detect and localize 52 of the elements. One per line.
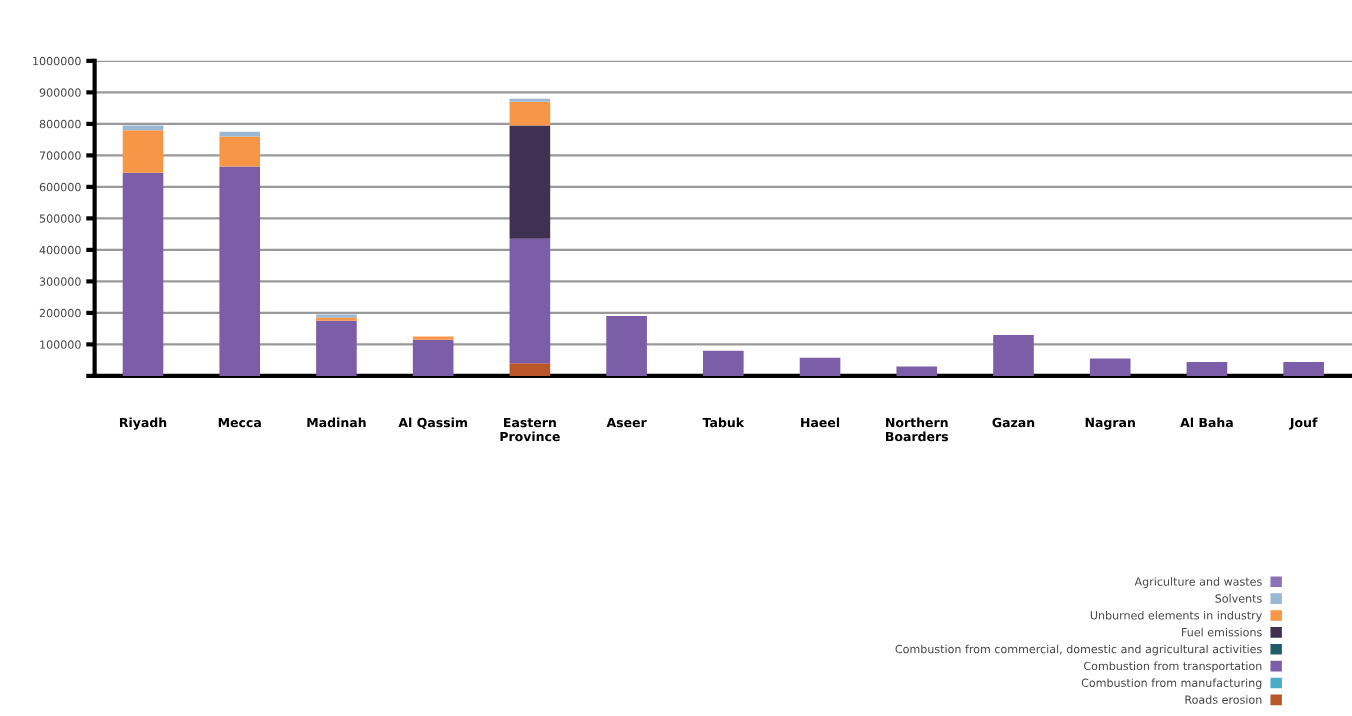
bar bbox=[606, 316, 647, 376]
x-tick-label: Gazan bbox=[992, 417, 1035, 428]
x-tick-label: Northern Boarders bbox=[886, 417, 949, 442]
bar bbox=[1089, 358, 1131, 376]
bar bbox=[799, 357, 841, 376]
bar bbox=[509, 238, 551, 364]
bar bbox=[219, 166, 261, 376]
legend-label: Fuel emissions bbox=[1182, 627, 1262, 637]
x-tick-label: Tabuk bbox=[702, 417, 745, 428]
bar bbox=[412, 336, 454, 340]
y-tick-label: 200000 bbox=[39, 308, 81, 318]
bar bbox=[412, 339, 454, 376]
legend-label: Unburned elements in industry bbox=[1090, 610, 1262, 622]
bar bbox=[509, 101, 551, 126]
legend-label: Roads erosion bbox=[1185, 695, 1262, 704]
y-tick-label: 700000 bbox=[39, 151, 81, 160]
y-tick-label: 900000 bbox=[39, 88, 81, 97]
bar bbox=[509, 98, 551, 102]
bar bbox=[896, 366, 938, 376]
y-tick-label: 400000 bbox=[39, 245, 81, 255]
bar bbox=[703, 350, 744, 376]
bar bbox=[993, 334, 1034, 376]
x-tick-label: Riyadh bbox=[119, 417, 167, 430]
legend-label: Combustion from commercial, domestic and agricultural activities bbox=[895, 644, 1262, 656]
x-tick-label: Al Baha bbox=[1180, 417, 1233, 428]
bar bbox=[122, 130, 164, 173]
legend-label: Solvents bbox=[1215, 594, 1262, 603]
x-tick-label: Aseer bbox=[606, 417, 647, 428]
x-tick-label: Haeel bbox=[801, 417, 840, 428]
y-tick-label: 500000 bbox=[39, 214, 81, 223]
x-tick-label: Al Qassim bbox=[398, 417, 467, 429]
bar bbox=[509, 125, 551, 239]
x-tick-label: Eastern Province bbox=[500, 417, 560, 442]
x-tick-label: Madinah bbox=[307, 417, 366, 428]
legend-label: Agriculture and wastes bbox=[1134, 577, 1262, 588]
y-tick-label: 800000 bbox=[39, 119, 81, 129]
bar bbox=[1186, 362, 1228, 376]
y-tick-label: 300000 bbox=[39, 277, 81, 286]
legend-label: Combustion from manufacturing bbox=[1081, 678, 1262, 690]
bar bbox=[122, 125, 164, 131]
legend-label: Combustion from transportation bbox=[1084, 661, 1262, 673]
bar bbox=[316, 320, 357, 376]
y-tick-label: 1000000 bbox=[33, 56, 81, 66]
bar bbox=[122, 172, 164, 376]
x-tick-label: Mecca bbox=[218, 417, 261, 428]
bar bbox=[219, 136, 261, 167]
y-tick-label: 600000 bbox=[39, 182, 81, 192]
x-tick-label: Jouf bbox=[1289, 417, 1318, 430]
x-tick-label: Nagran bbox=[1085, 417, 1135, 430]
bar bbox=[1283, 362, 1324, 376]
y-tick-label: 100000 bbox=[40, 340, 81, 349]
bar bbox=[509, 363, 551, 376]
